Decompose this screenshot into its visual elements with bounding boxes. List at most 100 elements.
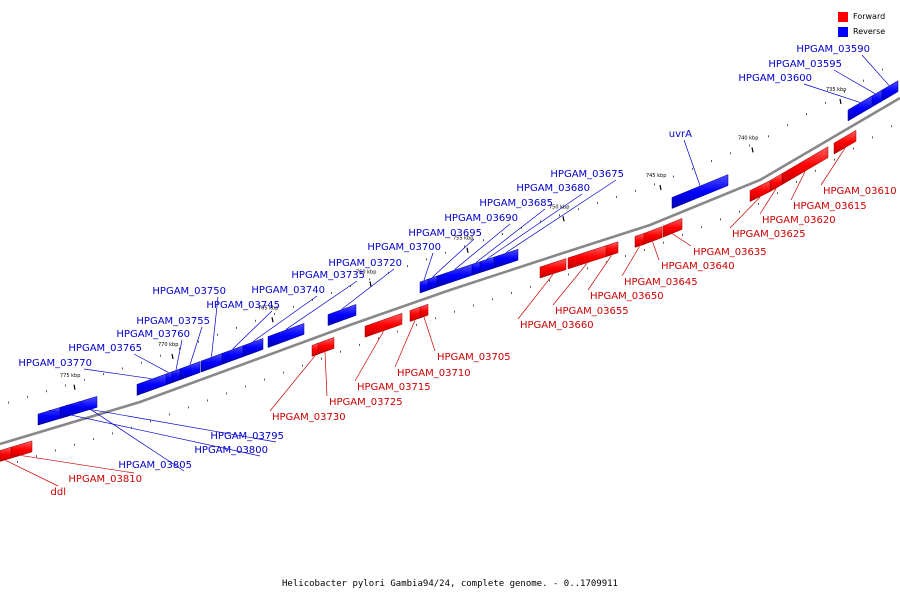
major-tick-mark: [369, 281, 372, 287]
forward-swatch: [838, 11, 848, 22]
minor-tick: [160, 354, 161, 357]
leader-hpgam-03795: [65, 404, 277, 443]
gene-hpgam-03655[interactable]: [567, 245, 607, 270]
gene-hpgam-03800[interactable]: [37, 407, 61, 426]
minor-tick: [806, 113, 807, 116]
gene-hpgam-03590[interactable]: [879, 80, 899, 103]
legend-reverse: Reverse: [838, 24, 885, 39]
gene-hpgam-03760[interactable]: [171, 368, 181, 384]
gene-hpgam-03685[interactable]: [471, 261, 481, 276]
label-hpgam-03655: HPGAM_03655: [555, 306, 629, 317]
label-hpgam-03595: HPGAM_03595: [768, 59, 842, 70]
backbone-line: [0, 96, 900, 446]
minor-tick: [502, 232, 503, 235]
minor-tick: [27, 395, 28, 398]
leader-hpgam-03750: [211, 296, 219, 357]
minor-tick: [597, 202, 598, 205]
label-hpgam-03795: HPGAM_03795: [210, 431, 284, 442]
minor-tick: [312, 298, 313, 301]
leader-ddl: [5, 460, 59, 487]
leader-hpgam-03655: [552, 263, 588, 306]
gene-hpgam-03715[interactable]: [364, 312, 403, 338]
legend-forward: Forward: [838, 9, 885, 24]
minor-tick: [844, 90, 845, 93]
minor-tick: [369, 278, 370, 281]
leader-hpgam-03760: [175, 339, 183, 370]
minor-tick: [730, 152, 731, 155]
leader-hpgam-03715: [354, 331, 384, 382]
gene-uvra[interactable]: [671, 174, 729, 209]
minor-tick: [112, 432, 113, 435]
gene-labels: HPGAM_03590 HPGAM_03595 HPGAM_03600 uvrA HPG…: [18, 44, 896, 498]
gene-hpgam-03650[interactable]: [604, 241, 619, 258]
gene-hpgam-03695[interactable]: [427, 275, 438, 291]
gene-hpgam-03660[interactable]: [539, 258, 567, 279]
minor-tick: [796, 180, 797, 183]
label-hpgam-03650: HPGAM_03650: [590, 291, 664, 302]
minor-tick: [825, 101, 826, 104]
tick-label-735-kbp: 735 kbp: [826, 87, 846, 93]
gene-hpgam-03645[interactable]: [634, 233, 645, 248]
gene-hpgam-03680[interactable]: [479, 256, 495, 274]
minor-tick: [150, 420, 151, 423]
minor-tick: [692, 167, 693, 170]
leader-hpgam-03730: [269, 355, 316, 412]
leader-uvra: [683, 139, 701, 186]
minor-tick: [435, 317, 436, 320]
minor-tick: [682, 233, 683, 236]
minor-tick: [188, 406, 189, 409]
minor-tick: [872, 136, 873, 139]
gene-hpgam-03750[interactable]: [200, 353, 223, 373]
label-hpgam-03700: HPGAM_03700: [367, 242, 441, 253]
leader-hpgam-03695: [432, 238, 475, 278]
minor-tick: [891, 125, 892, 128]
major-ticks: 735 kbp 740 kbp 745 kbp 750 kbp 755 kbp 760 k…: [60, 87, 846, 390]
legend-forward-label: Forward: [853, 12, 886, 21]
label-hpgam-03765: HPGAM_03765: [68, 343, 142, 354]
gene-hpgam-03635[interactable]: [662, 218, 683, 238]
minor-tick: [359, 343, 360, 346]
legend: Forward Reverse: [838, 9, 885, 39]
minor-ticks: [8, 68, 892, 463]
label-hpgam-03610: HPGAM_03610: [823, 186, 897, 197]
gene-hpgam-03600[interactable]: [847, 95, 873, 122]
gene-hpgam-03705[interactable]: [419, 303, 429, 319]
gene-ddl[interactable]: [0, 446, 12, 462]
minor-tick: [169, 413, 170, 416]
minor-tick: [245, 385, 246, 388]
gene-hpgam-03625[interactable]: [749, 180, 771, 202]
leader-hpgam-03710: [394, 320, 416, 368]
leader-hpgam-03595: [833, 69, 876, 94]
gene-hpgam-03700[interactable]: [419, 278, 429, 294]
minor-tick: [8, 401, 9, 404]
leader-hpgam-03740: [252, 295, 318, 342]
minor-tick: [388, 271, 389, 274]
label-hpgam-03635: HPGAM_03635: [693, 247, 767, 258]
major-tick-mark: [171, 353, 174, 360]
minor-tick: [473, 304, 474, 307]
gene-hpgam-03710[interactable]: [409, 306, 421, 322]
major-tick-mark: [562, 216, 565, 222]
minor-tick: [815, 169, 816, 172]
minor-tick: [65, 384, 66, 387]
gene-hpgam-03730[interactable]: [311, 342, 319, 357]
sequence-backbone: [0, 96, 900, 446]
gene-hpgam-03720[interactable]: [327, 304, 357, 326]
minor-tick: [578, 208, 579, 211]
gene-hpgam-03770[interactable]: [136, 373, 167, 396]
minor-tick: [74, 443, 75, 446]
minor-tick: [264, 378, 265, 381]
tick-label-765-kbp: 765 kbp: [258, 305, 278, 311]
leader-hpgam-03810: [21, 455, 135, 474]
gene-hpgam-03745[interactable]: [221, 345, 244, 365]
leader-hpgam-03745: [232, 310, 273, 350]
gene-hpgam-03735[interactable]: [267, 323, 305, 348]
minor-tick: [350, 285, 351, 287]
gene-hpgam-03610[interactable]: [833, 129, 857, 155]
genome-caption: Helicobacter pylori Gambia94/24, complet…: [282, 579, 618, 589]
gene-features: [0, 80, 899, 462]
leader-hpgam-03590: [861, 54, 890, 86]
major-tick-mark: [751, 147, 754, 153]
minor-tick: [521, 226, 522, 229]
